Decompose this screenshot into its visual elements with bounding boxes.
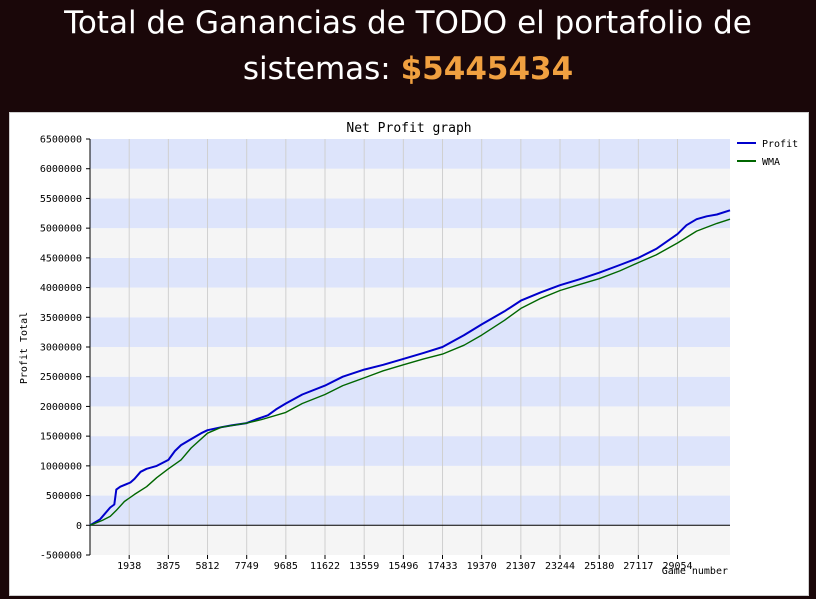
total-profit-amount: $5445434 [400,51,574,87]
y-tick-label: 3000000 [40,343,82,354]
background-band [90,465,730,496]
x-tick-label: 25180 [584,561,614,572]
wma-series-line [89,218,731,526]
x-tick-label: 21307 [506,561,536,572]
x-tick-label: 27117 [623,561,653,572]
background-band [90,317,730,347]
chart-title: Net Profit graph [346,121,471,136]
page-header: Total de Ganancias de TODO el portafolio… [0,0,816,108]
y-axis-label: Profit Total [19,312,30,384]
legend-wma-label: WMA [762,157,780,168]
y-tick-label: 500000 [46,491,82,502]
x-tick-label: 3875 [156,561,180,572]
page-title-line2: sistemas: $5445434 [0,44,816,94]
y-tick-label: 0 [76,521,82,532]
x-tick-label: 11622 [310,561,340,572]
x-tick-label: 15496 [388,561,418,572]
x-tick-label: 7749 [235,561,259,572]
x-tick-label: 23244 [545,561,575,572]
y-tick-label: 3500000 [40,313,82,324]
background-band [90,228,730,258]
y-tick-label: 6000000 [40,164,82,175]
y-ticks: -500000 0 500000 1000000 1500000 2000000 25000… [40,135,90,562]
profit-series-line [89,209,731,527]
x-tick-label: 9685 [274,561,298,572]
y-tick-label: 4500000 [40,253,82,264]
y-tick-label: 4000000 [40,283,82,294]
x-tick-label: 19370 [467,561,497,572]
x-tick-label: 1938 [117,561,141,572]
legend-profit-label: Profit [762,139,798,150]
x-tick-label: 5812 [195,561,219,572]
background-band [90,406,730,437]
background-bands [90,139,730,555]
background-band [90,168,730,199]
x-tick-label: 17433 [427,561,457,572]
y-tick-label: 5000000 [40,224,82,235]
background-band [90,198,730,229]
x-ticks: 1938 3875 5812 7749 9685 11622 13559 15496 17433… [117,555,693,572]
background-band [90,139,730,169]
background-band [90,525,730,555]
y-tick-label: 2500000 [40,372,82,383]
chart-panel: -500000 0 500000 1000000 1500000 2000000 25000… [9,112,809,596]
y-tick-label: 5500000 [40,194,82,205]
grid-lines [128,139,679,555]
net-profit-chart: -500000 0 500000 1000000 1500000 2000000 25000… [19,121,798,577]
series-lines [89,209,731,527]
x-tick-label: 29054 [662,561,692,572]
y-tick-label: 6500000 [40,135,82,146]
y-tick-label: -500000 [40,551,82,562]
x-tick-label: 13559 [349,561,379,572]
background-band [90,376,730,407]
page-title-prefix: sistemas: [242,51,401,87]
y-tick-label: 1500000 [40,432,82,443]
legend: Profit WMA [737,139,798,168]
background-band [90,436,730,466]
y-tick-label: 2000000 [40,402,82,413]
x-axis-label: Game number [662,566,728,577]
background-band [90,347,730,377]
y-tick-label: 1000000 [40,461,82,472]
background-band [90,257,730,288]
background-band [90,495,730,526]
page-title-line1: Total de Ganancias de TODO el portafolio… [64,5,752,41]
background-band [90,287,730,318]
